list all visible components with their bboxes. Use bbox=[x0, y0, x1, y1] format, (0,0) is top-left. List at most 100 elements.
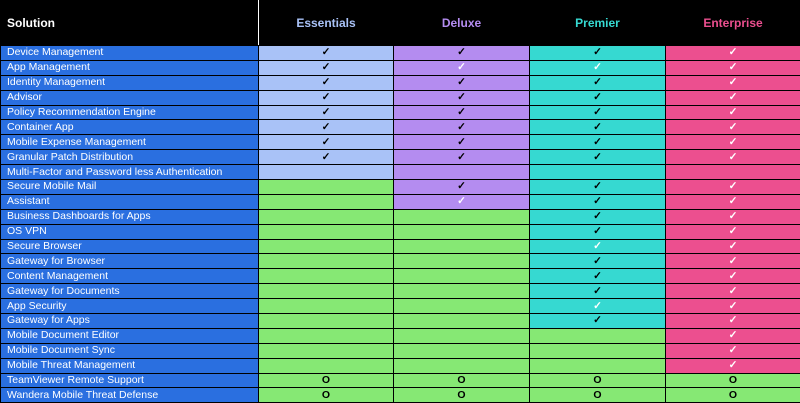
cell-essentials bbox=[259, 254, 394, 269]
checkmark-icon: ✓ bbox=[322, 91, 331, 103]
feature-name: App Security bbox=[1, 299, 259, 314]
cell-enterprise: ✓ bbox=[666, 135, 800, 150]
header-row: Solution Essentials Deluxe Premier Enter… bbox=[1, 1, 800, 46]
checkmark-icon: ✓ bbox=[593, 121, 602, 133]
table-row: Gateway for Browser✓✓ bbox=[1, 254, 800, 269]
cell-deluxe bbox=[394, 254, 530, 269]
cell-essentials bbox=[259, 358, 394, 373]
cell-enterprise: ✓ bbox=[666, 46, 800, 61]
feature-name: TeamViewer Remote Support bbox=[1, 373, 259, 388]
table-row: Identity Management✓✓✓✓ bbox=[1, 75, 800, 90]
cell-premier bbox=[530, 358, 666, 373]
feature-name: Secure Mobile Mail bbox=[1, 180, 259, 195]
cell-premier: ✓ bbox=[530, 180, 666, 195]
option-mark: O bbox=[457, 389, 465, 401]
cell-essentials bbox=[259, 343, 394, 358]
checkmark-icon: ✓ bbox=[593, 270, 602, 282]
feature-name: Gateway for Documents bbox=[1, 284, 259, 299]
checkmark-icon: ✓ bbox=[322, 151, 331, 163]
cell-premier bbox=[530, 343, 666, 358]
feature-name: Mobile Document Editor bbox=[1, 328, 259, 343]
cell-deluxe: ✓ bbox=[394, 120, 530, 135]
table-row: Multi-Factor and Password less Authentic… bbox=[1, 165, 800, 180]
table-row: Secure Browser✓✓ bbox=[1, 239, 800, 254]
cell-essentials bbox=[259, 328, 394, 343]
cell-essentials: ✓ bbox=[259, 75, 394, 90]
checkmark-icon: ✓ bbox=[729, 46, 738, 58]
cell-deluxe: ✓ bbox=[394, 60, 530, 75]
cell-essentials: ✓ bbox=[259, 135, 394, 150]
cell-deluxe bbox=[394, 343, 530, 358]
cell-essentials bbox=[259, 165, 394, 180]
cell-premier: ✓ bbox=[530, 46, 666, 61]
checkmark-icon: ✓ bbox=[729, 225, 738, 237]
option-mark: O bbox=[593, 389, 601, 401]
checkmark-icon: ✓ bbox=[457, 106, 466, 118]
cell-enterprise: ✓ bbox=[666, 343, 800, 358]
feature-name: OS VPN bbox=[1, 224, 259, 239]
cell-essentials bbox=[259, 180, 394, 195]
table-row: Mobile Document Sync✓ bbox=[1, 343, 800, 358]
cell-premier: ✓ bbox=[530, 314, 666, 329]
checkmark-icon: ✓ bbox=[593, 225, 602, 237]
cell-enterprise: ✓ bbox=[666, 239, 800, 254]
cell-enterprise: ✓ bbox=[666, 224, 800, 239]
cell-deluxe: ✓ bbox=[394, 105, 530, 120]
cell-essentials bbox=[259, 284, 394, 299]
checkmark-icon: ✓ bbox=[593, 195, 602, 207]
cell-enterprise: ✓ bbox=[666, 254, 800, 269]
solution-header: Solution bbox=[1, 1, 259, 46]
feature-name: Mobile Threat Management bbox=[1, 358, 259, 373]
cell-essentials bbox=[259, 194, 394, 209]
cell-premier: ✓ bbox=[530, 75, 666, 90]
feature-name: Assistant bbox=[1, 194, 259, 209]
option-mark: O bbox=[729, 389, 737, 401]
checkmark-icon: ✓ bbox=[593, 106, 602, 118]
cell-enterprise bbox=[666, 165, 800, 180]
checkmark-icon: ✓ bbox=[593, 136, 602, 148]
checkmark-icon: ✓ bbox=[729, 61, 738, 73]
table-row: Assistant✓✓✓ bbox=[1, 194, 800, 209]
checkmark-icon: ✓ bbox=[729, 314, 738, 326]
cell-essentials: ✓ bbox=[259, 120, 394, 135]
cell-premier: ✓ bbox=[530, 135, 666, 150]
cell-enterprise: ✓ bbox=[666, 269, 800, 284]
cell-enterprise: ✓ bbox=[666, 314, 800, 329]
cell-enterprise: ✓ bbox=[666, 180, 800, 195]
checkmark-icon: ✓ bbox=[729, 255, 738, 267]
cell-deluxe: ✓ bbox=[394, 135, 530, 150]
cell-deluxe bbox=[394, 328, 530, 343]
checkmark-icon: ✓ bbox=[729, 359, 738, 371]
cell-deluxe bbox=[394, 358, 530, 373]
cell-enterprise: ✓ bbox=[666, 120, 800, 135]
option-mark: O bbox=[729, 374, 737, 386]
checkmark-icon: ✓ bbox=[593, 255, 602, 267]
cell-essentials bbox=[259, 269, 394, 284]
cell-enterprise: ✓ bbox=[666, 60, 800, 75]
cell-premier: ✓ bbox=[530, 239, 666, 254]
checkmark-icon: ✓ bbox=[729, 300, 738, 312]
cell-deluxe: ✓ bbox=[394, 180, 530, 195]
cell-essentials: ✓ bbox=[259, 60, 394, 75]
feature-name: Content Management bbox=[1, 269, 259, 284]
feature-name: Multi-Factor and Password less Authentic… bbox=[1, 165, 259, 180]
cell-essentials: ✓ bbox=[259, 105, 394, 120]
checkmark-icon: ✓ bbox=[729, 91, 738, 103]
cell-premier: ✓ bbox=[530, 150, 666, 165]
feature-name: Advisor bbox=[1, 90, 259, 105]
table-row: Device Management✓✓✓✓ bbox=[1, 46, 800, 61]
plan-header-deluxe: Deluxe bbox=[394, 1, 530, 46]
checkmark-icon: ✓ bbox=[729, 76, 738, 88]
cell-enterprise: ✓ bbox=[666, 328, 800, 343]
feature-name: Identity Management bbox=[1, 75, 259, 90]
feature-name: Business Dashboards for Apps bbox=[1, 209, 259, 224]
table-row: Mobile Document Editor ✓ bbox=[1, 328, 800, 343]
checkmark-icon: ✓ bbox=[457, 136, 466, 148]
table-row: OS VPN ✓ ✓ bbox=[1, 224, 800, 239]
cell-deluxe: O bbox=[394, 373, 530, 388]
checkmark-icon: ✓ bbox=[457, 121, 466, 133]
cell-premier: ✓ bbox=[530, 284, 666, 299]
cell-premier: ✓ bbox=[530, 194, 666, 209]
